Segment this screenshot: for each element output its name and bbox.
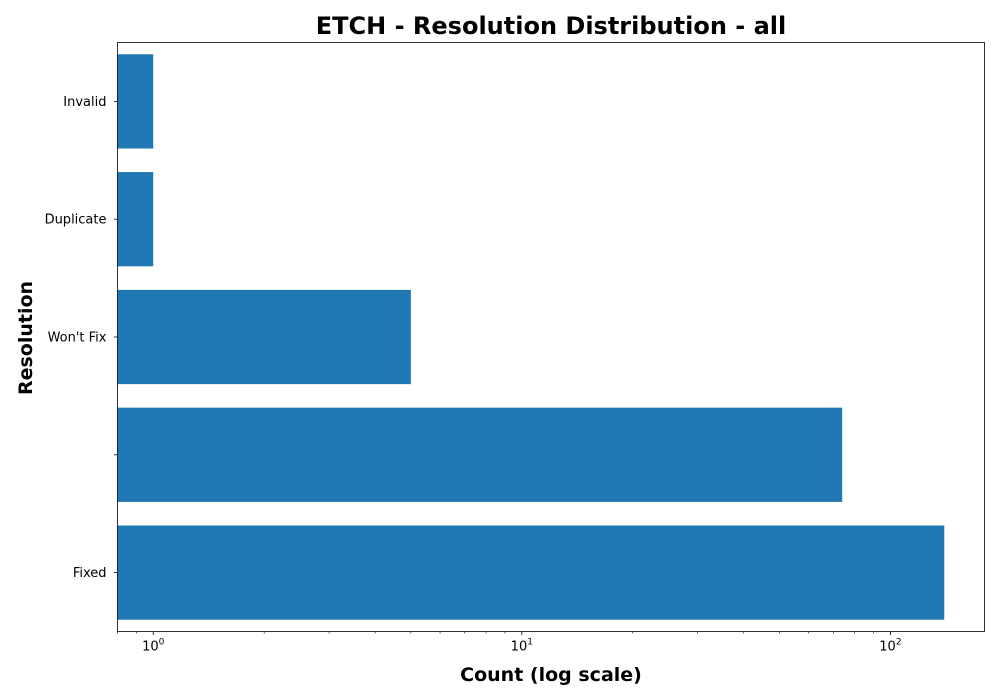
x-axis-label: Count (log scale) xyxy=(460,664,642,686)
x-tick-label: 101 xyxy=(511,638,533,655)
bar-fixed xyxy=(117,525,945,620)
chart-title: ETCH - Resolution Distribution - all xyxy=(316,12,786,40)
bar-invalid xyxy=(117,54,154,149)
y-tick-label: Duplicate xyxy=(45,213,107,228)
y-tick-label: Fixed xyxy=(73,566,107,581)
y-tick-label: Invalid xyxy=(63,95,106,110)
x-tick-label: 100 xyxy=(142,638,165,655)
plot-area: Fixed Won't Fix Duplicate Invalid 100 101 102 xyxy=(45,42,985,655)
bar-duplicate xyxy=(117,172,154,267)
bar-won-t-fix xyxy=(117,289,411,385)
bar-blank-1 xyxy=(117,407,843,502)
x-tick-label: 102 xyxy=(879,638,901,655)
y-tick-label: Won't Fix xyxy=(48,331,107,346)
plot-frame xyxy=(117,42,985,632)
y-axis-label: Resolution xyxy=(15,281,37,395)
